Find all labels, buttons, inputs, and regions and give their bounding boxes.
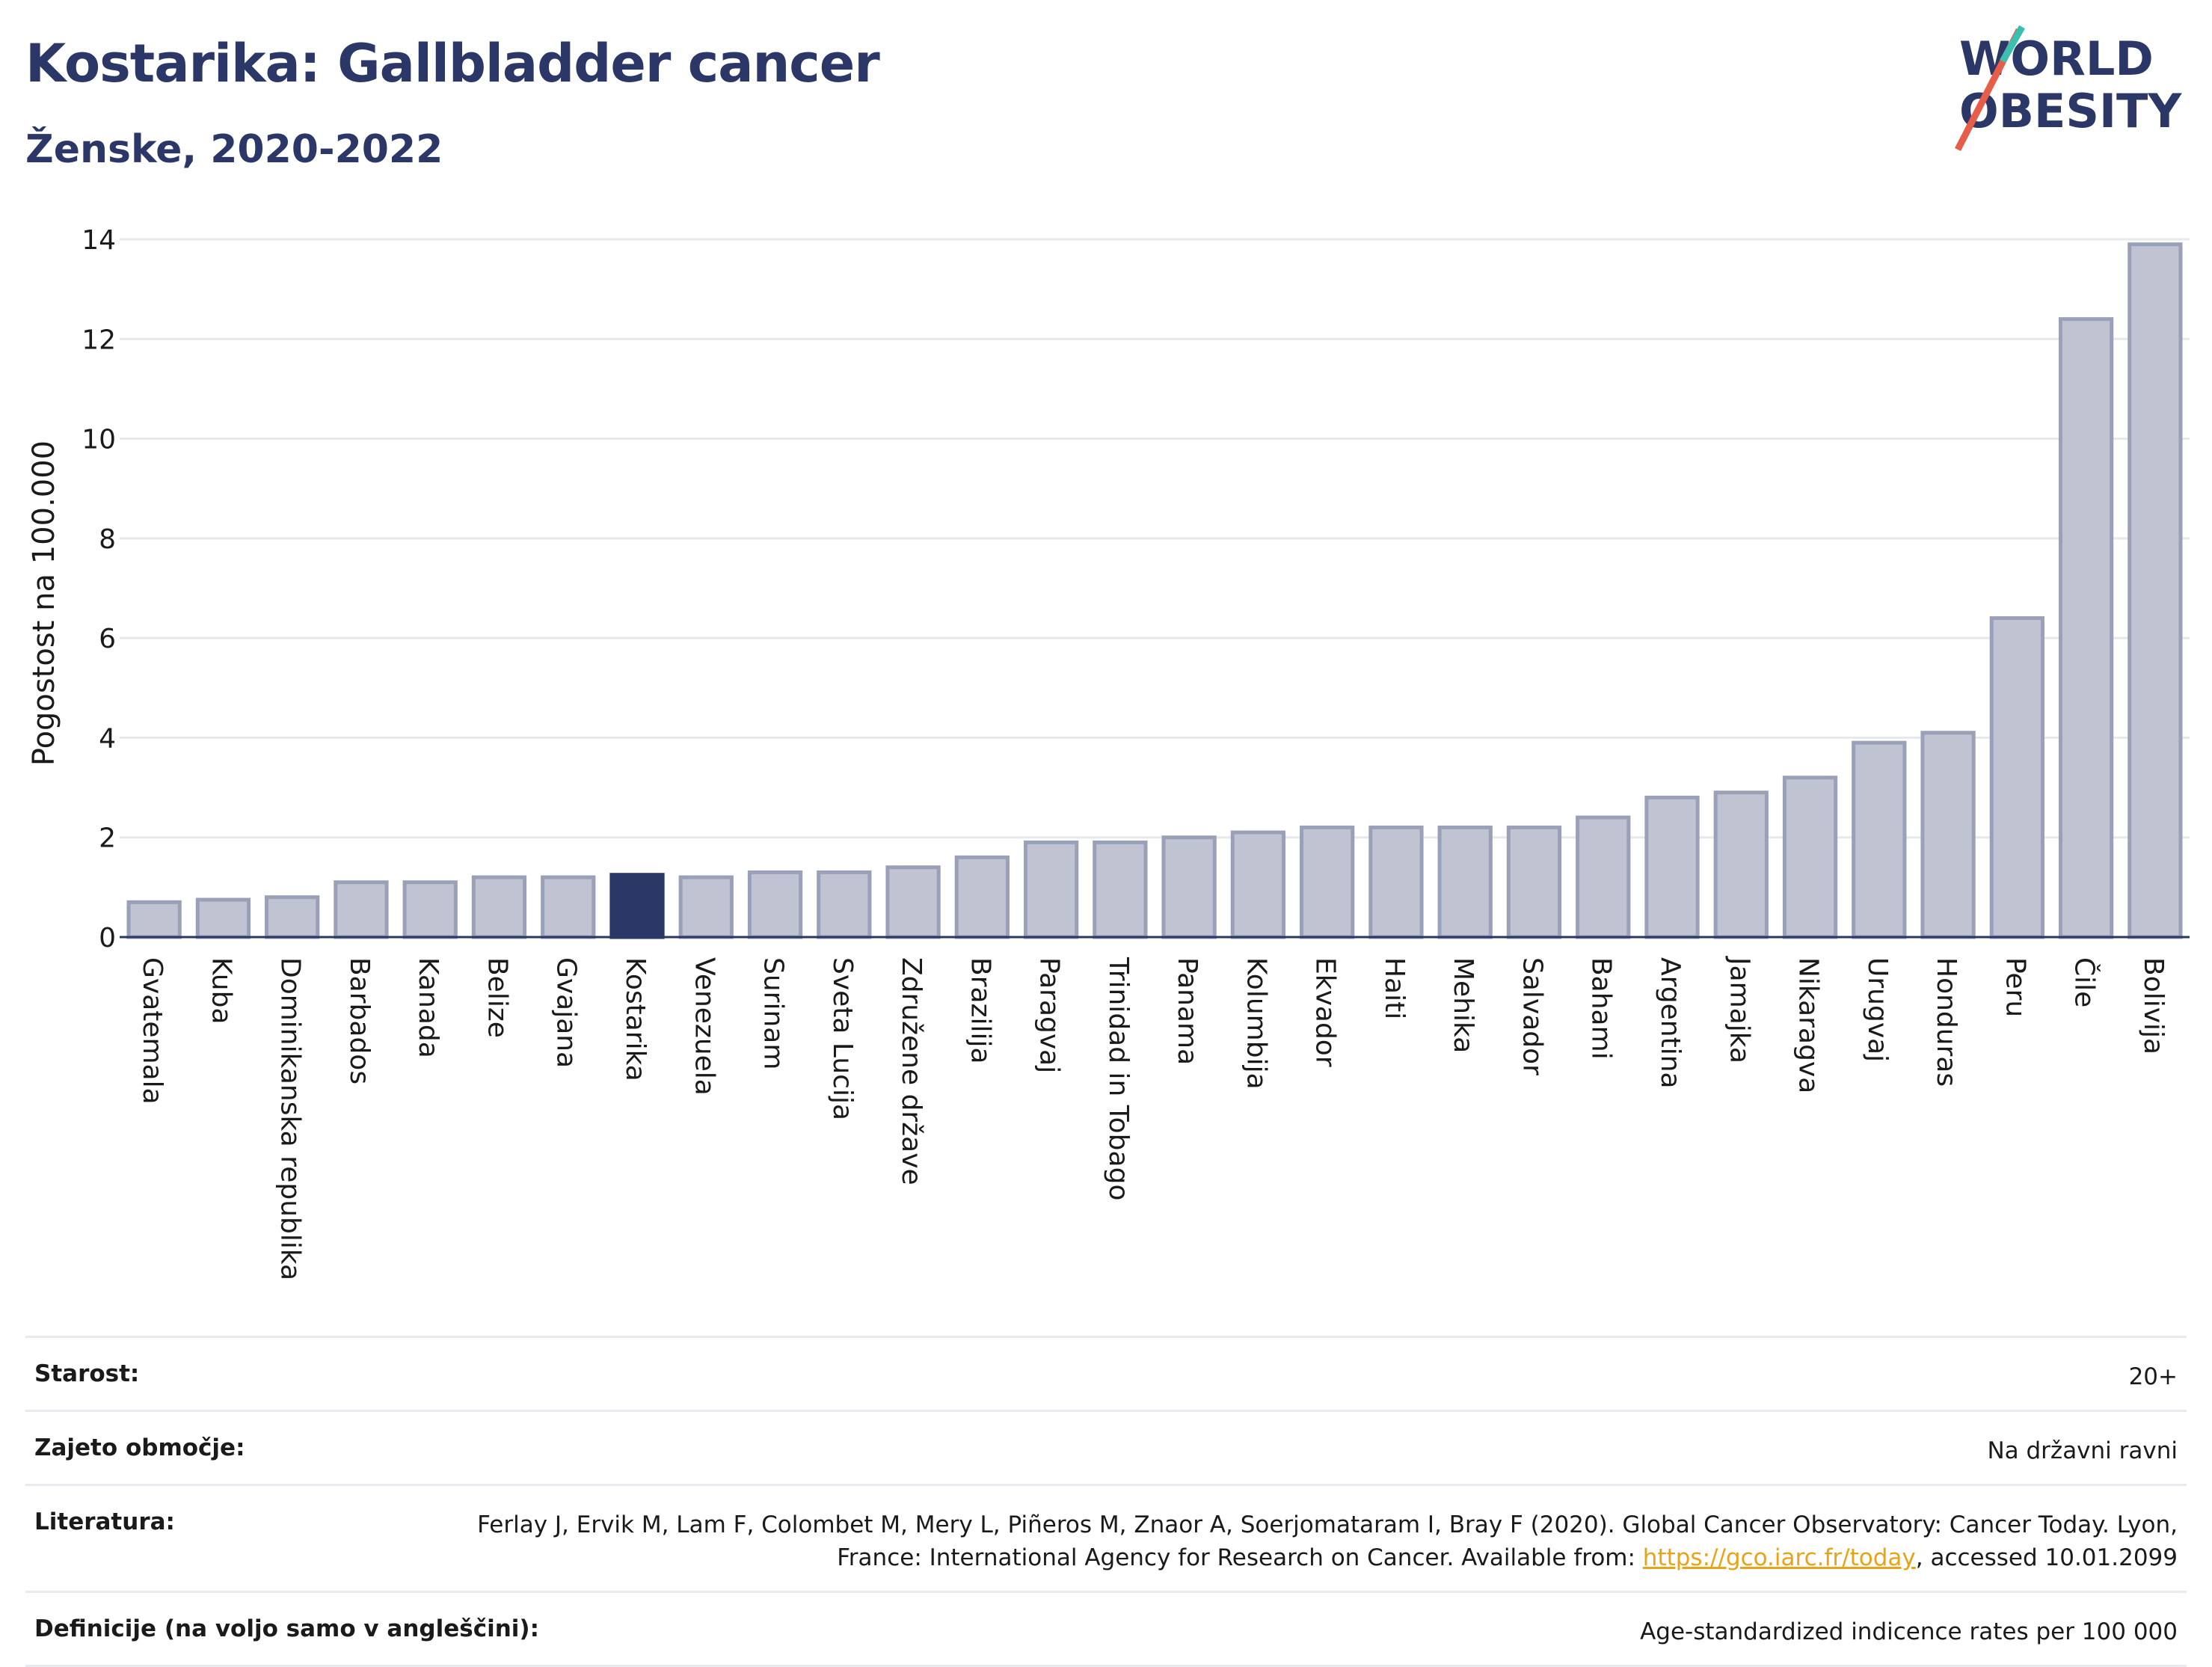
x-tick-label: Panama xyxy=(1172,957,1202,1065)
bar xyxy=(265,895,320,939)
y-axis-label: Pogostost na 100.000 xyxy=(27,440,61,766)
bar xyxy=(1093,840,1148,939)
bar xyxy=(609,873,665,939)
bars xyxy=(126,242,2183,939)
x-tick-label: Venezuela xyxy=(689,957,719,1096)
x-tick-label: Kolumbija xyxy=(1241,957,1271,1090)
bar xyxy=(1713,790,1769,939)
x-tick-label: Dominikanska republika xyxy=(275,957,306,1280)
x-tick-label: Kanada xyxy=(413,957,443,1058)
logo-line2: OBESITY xyxy=(1959,84,2182,138)
x-tick-label: Haiti xyxy=(1379,957,1410,1019)
definitions-value: Age-standardized indicence rates per 100… xyxy=(1640,1618,2178,1645)
x-tick-label: Salvador xyxy=(1517,957,1547,1075)
bar xyxy=(747,870,803,939)
bar xyxy=(1644,795,1700,939)
x-tick-label: Nikaragva xyxy=(1793,957,1824,1093)
x-tick-label: Brazilija xyxy=(965,957,995,1064)
bar xyxy=(1161,835,1217,939)
bar xyxy=(126,900,182,939)
bar xyxy=(1023,840,1079,939)
x-tick-label: Ekvador xyxy=(1310,957,1341,1067)
bar xyxy=(1576,815,1631,939)
reference-suffix: , accessed 10.01.2099 xyxy=(1915,1544,2178,1571)
x-tick-label: Barbados xyxy=(344,957,375,1084)
bar-chart: 0 2 4 6 8 10 12 14 Gvatemala Kuba Dominikanska re… xyxy=(27,225,2190,1280)
coverage-label: Zajeto območje: xyxy=(34,1434,245,1461)
meta-row-reference: Literatura: Ferlay J, Ervik M, Lam F, Co… xyxy=(25,1484,2187,1591)
x-tick-label: Bahami xyxy=(1586,957,1617,1060)
age-label: Starost: xyxy=(34,1360,140,1387)
bar xyxy=(1437,825,1493,939)
bar xyxy=(1230,830,1286,939)
reference-label: Literatura: xyxy=(34,1508,175,1535)
bar xyxy=(1852,740,1907,939)
bar xyxy=(1920,731,1976,939)
bar xyxy=(1506,825,1562,939)
bar xyxy=(885,865,941,939)
meta-row-coverage: Zajeto območje: Na državni ravni xyxy=(25,1410,2187,1484)
reference-link[interactable]: https://gco.iarc.fr/today xyxy=(1642,1544,1916,1571)
x-tick-label: Čile xyxy=(2069,957,2101,1007)
y-tick-label: 10 xyxy=(82,425,116,455)
bar xyxy=(1300,825,1355,939)
x-tick-label: Honduras xyxy=(1931,957,1961,1087)
y-tick-label: 12 xyxy=(82,325,116,355)
y-tick-label: 2 xyxy=(99,823,116,854)
x-tick-label: Jamajka xyxy=(1724,956,1754,1063)
bar xyxy=(2058,317,2114,939)
chart-subtitle: Ženske, 2020-2022 xyxy=(25,127,443,172)
bar xyxy=(541,875,596,939)
x-tick-label: Kuba xyxy=(206,957,236,1025)
x-tick-label: Argentina xyxy=(1655,957,1686,1089)
bar xyxy=(1782,776,1838,939)
bar xyxy=(402,880,458,939)
bar xyxy=(954,855,1010,939)
world-obesity-logo: WORLD OBESITY xyxy=(1954,25,2182,152)
logo-slash-teal xyxy=(2000,25,2025,64)
y-tick-label: 0 xyxy=(99,923,116,954)
x-tick-label: Belize xyxy=(482,957,512,1038)
x-tick-label: Kostarika xyxy=(620,957,651,1081)
age-value: 20+ xyxy=(2128,1363,2178,1390)
bar xyxy=(817,870,872,939)
y-tick-label: 6 xyxy=(99,624,116,654)
bar xyxy=(195,897,251,939)
bar xyxy=(678,875,734,939)
x-tick-label: Urugvaj xyxy=(1862,957,1893,1062)
bar xyxy=(334,880,389,939)
reference-value: Ferlay J, Ervik M, Lam F, Colombet M, Me… xyxy=(458,1508,2178,1574)
chart-title: Kostarika: Gallbladder cancer xyxy=(25,33,880,94)
y-tick-label: 4 xyxy=(99,723,116,754)
coverage-value: Na državni ravni xyxy=(1987,1437,2178,1464)
x-tick-label: Gvajana xyxy=(551,957,582,1068)
y-axis-ticks: 0 2 4 6 8 10 12 14 xyxy=(82,225,116,954)
x-tick-label: Gvatemala xyxy=(137,957,168,1105)
definitions-label: Definicije (na voljo samo v angleščini): xyxy=(34,1615,539,1642)
x-tick-label: Surinam xyxy=(758,957,789,1069)
x-tick-label: Bolivija xyxy=(2138,957,2169,1054)
bar xyxy=(471,875,527,939)
x-tick-label: Paragvaj xyxy=(1034,957,1065,1073)
meta-row-definitions: Definicije (na voljo samo v angleščini):… xyxy=(25,1591,2187,1667)
bar xyxy=(1368,825,1424,939)
x-tick-label: Mehika xyxy=(1448,957,1478,1053)
metadata-table: Starost: 20+ Zajeto območje: Na državni … xyxy=(25,1336,2187,1667)
bar xyxy=(2127,242,2183,939)
meta-row-age: Starost: 20+ xyxy=(25,1336,2187,1410)
reference-text: Ferlay J, Ervik M, Lam F, Colombet M, Me… xyxy=(477,1511,2178,1571)
x-tick-label: Peru xyxy=(2000,957,2030,1017)
y-tick-label: 8 xyxy=(99,524,116,555)
y-tick-label: 14 xyxy=(82,225,116,256)
x-tick-label: Sveta Lucija xyxy=(827,957,858,1120)
x-tick-label: Združene države xyxy=(896,957,927,1185)
bar xyxy=(1989,615,2044,939)
x-axis-labels: Gvatemala Kuba Dominikanska republika Barba… xyxy=(137,956,2169,1280)
x-tick-label: Trinidad in Tobago xyxy=(1103,957,1134,1200)
